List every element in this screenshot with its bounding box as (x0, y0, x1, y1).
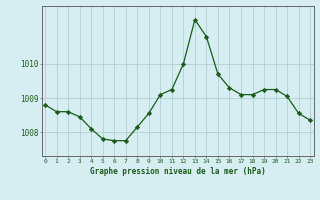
X-axis label: Graphe pression niveau de la mer (hPa): Graphe pression niveau de la mer (hPa) (90, 167, 266, 176)
